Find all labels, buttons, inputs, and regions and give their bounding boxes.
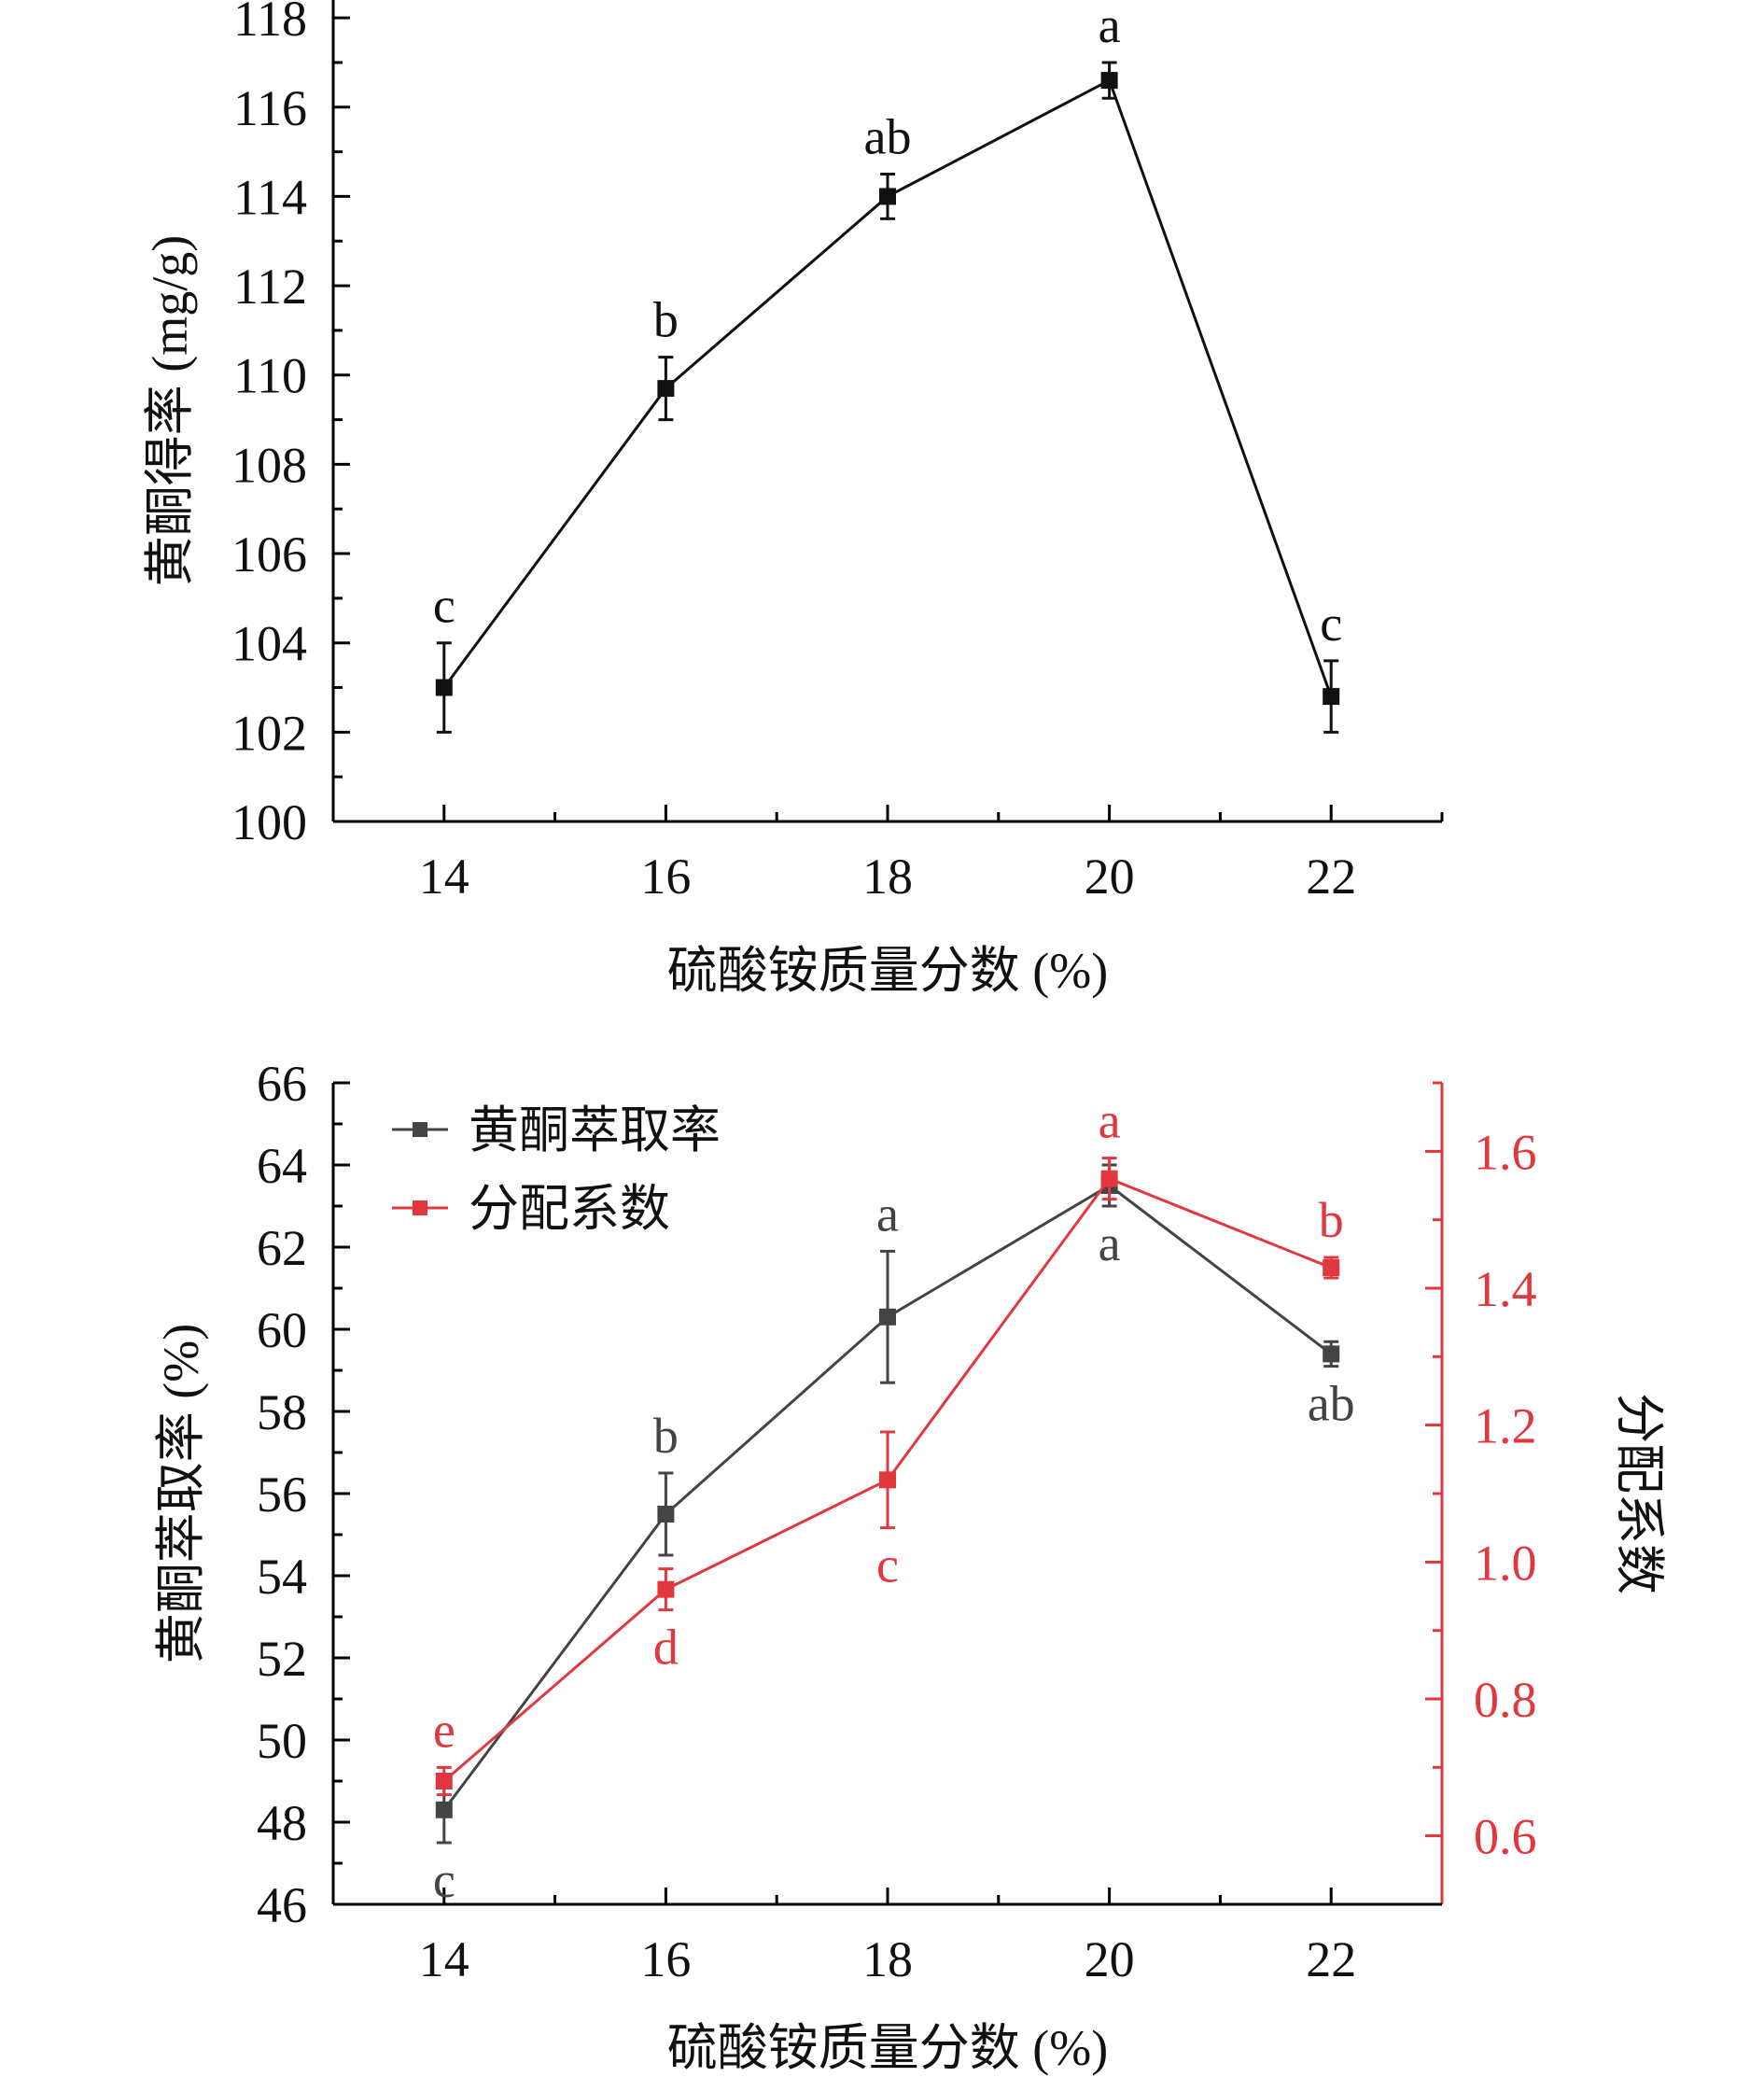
chart-top-x-tick-label: 20 (1085, 849, 1135, 905)
chart-top-series-0-point (435, 679, 453, 696)
chart-bottom-series-0-sig-label: a (876, 1186, 899, 1242)
chart-bottom-series-1-sig-label: e (433, 1702, 455, 1758)
chart-bottom-series-0-point (657, 1506, 675, 1523)
chart-bottom-series-1-point (1100, 1170, 1118, 1187)
chart-bottom-series-1-sig-label: d (653, 1620, 679, 1676)
chart-top-x-tick-label: 22 (1306, 849, 1356, 905)
chart-bottom-ticks: 14 16 18 20 22 46 48 50 52 54 56 58 60 62 64 66 0.6 0.8 1.… (257, 1056, 1537, 1987)
chart-top-x-label: 硫酸铵质量分数 (%) (667, 943, 1108, 999)
chart-bottom-y-tick-label: 66 (257, 1056, 307, 1112)
legend-item-partition: 分配系数 (392, 1181, 670, 1237)
chart-bottom-y2-tick-label: 1.0 (1474, 1535, 1537, 1591)
chart-top-x-tick-label: 16 (640, 849, 691, 905)
chart-bottom-series-1-point (657, 1580, 675, 1598)
chart-top-x-tick-label: 14 (419, 849, 469, 905)
chart-bottom-series-1-point (435, 1773, 453, 1789)
chart-bottom-x-label: 硫酸铵质量分数 (%) (667, 2020, 1108, 2076)
chart-bottom-y-tick-label: 54 (257, 1549, 307, 1605)
chart-top-y-tick-label: 104 (231, 616, 307, 672)
chart-bottom-series-0-point (879, 1308, 896, 1326)
chart-top-series-0-sig-label: b (653, 292, 679, 348)
chart-bottom-y-tick-label: 50 (257, 1713, 307, 1769)
chart-bottom-series-0-sig-label: a (1099, 1215, 1121, 1271)
chart-bottom-y2-tick-label: 1.2 (1474, 1398, 1537, 1454)
chart-top-y-tick-label: 114 (233, 169, 307, 225)
chart-top-series-0-point (1100, 72, 1118, 90)
chart-top-y-tick-label: 106 (231, 526, 307, 582)
chart-bottom-y2-tick-label: 1.6 (1474, 1124, 1537, 1180)
chart-bottom-series-1-sig-label: c (876, 1537, 899, 1593)
chart-top-x-tick-label: 18 (862, 849, 913, 905)
chart-bottom: 14 16 18 20 22 46 48 50 52 54 56 58 60 62 64 66 0.6 0.8 1.… (153, 1056, 1667, 2076)
chart-top-y-tick-label: 108 (231, 437, 307, 493)
chart-bottom-x-tick-label: 18 (862, 1931, 913, 1987)
chart-top-ticks: 14 16 18 20 22 100 102 104 106 108 110 112 114 116 118 (231, 0, 1444, 905)
legend-item-extraction: 黄酮萃取率 (392, 1102, 721, 1158)
chart-bottom-series-0-sig-label: b (653, 1408, 679, 1464)
chart-top-y-tick-label: 100 (231, 794, 307, 850)
chart-bottom-y-tick-label: 60 (257, 1302, 307, 1358)
chart-top-marks: c b ab a c (433, 0, 1342, 734)
chart-bottom-x-tick-label: 22 (1306, 1931, 1356, 1987)
chart-top-series-0-sig-label: c (1320, 596, 1342, 652)
chart-bottom-y-label: 黄酮萃取率 (%) (153, 1324, 209, 1663)
chart-bottom-y2-label: 分配系数 (1611, 1393, 1667, 1594)
chart-top-series-0-sig-label: ab (864, 109, 912, 165)
chart-bottom-series-0-sig-label: ab (1308, 1376, 1355, 1432)
chart-bottom-series-1-sig-label: a (1099, 1093, 1121, 1149)
chart-top-y-label: 黄酮得率 (mg/g) (142, 235, 198, 586)
chart-bottom-y-tick-label: 58 (257, 1384, 307, 1440)
chart-top-series-0-point (1323, 688, 1340, 706)
chart-bottom-y-tick-label: 48 (257, 1795, 307, 1851)
chart-bottom-series-0-point (435, 1801, 453, 1818)
chart-bottom-x-tick-label: 16 (640, 1931, 691, 1987)
chart-top: 14 16 18 20 22 100 102 104 106 108 110 112 114 116 118… (142, 0, 1444, 999)
chart-top-y-tick-label: 112 (233, 259, 307, 315)
legend-swatch-partition-marker (413, 1200, 427, 1215)
chart-top-y-tick-label: 110 (233, 348, 307, 404)
chart-bottom-series-1-point (879, 1471, 896, 1489)
chart-top-series-0-point (879, 188, 896, 205)
chart-bottom-y-tick-label: 56 (257, 1467, 307, 1523)
chart-bottom-y2-tick-label: 0.6 (1474, 1809, 1537, 1865)
chart-top-series-0-sig-label: a (1099, 0, 1121, 53)
chart-bottom-y2-tick-label: 1.4 (1474, 1261, 1537, 1317)
legend-label-extraction: 黄酮萃取率 (469, 1102, 721, 1158)
chart-bottom-y-tick-label: 62 (257, 1220, 307, 1276)
legend: 黄酮萃取率 分配系数 (392, 1102, 721, 1237)
chart-bottom-y2-tick-label: 0.8 (1474, 1672, 1537, 1728)
chart-bottom-x-tick-label: 20 (1085, 1931, 1135, 1987)
legend-label-partition: 分配系数 (469, 1181, 670, 1237)
chart-bottom-y-tick-label: 52 (257, 1631, 307, 1687)
chart-bottom-y-tick-label: 64 (257, 1138, 307, 1194)
chart-bottom-x-tick-label: 14 (419, 1931, 469, 1987)
chart-bottom-y-tick-label: 46 (257, 1877, 307, 1933)
chart-top-y-tick-label: 118 (233, 0, 307, 47)
chart-bottom-series-1-point (1323, 1259, 1340, 1276)
chart-top-y-tick-label: 102 (231, 705, 307, 761)
chart-bottom-series-0-point (1323, 1345, 1340, 1363)
chart-bottom-series-1-sig-label: b (1319, 1192, 1344, 1248)
legend-swatch-extraction-marker (413, 1122, 427, 1137)
chart-top-series-0-point (657, 380, 675, 398)
chart-top-y-tick-label: 116 (233, 80, 307, 136)
chart-top-series-0-sig-label: c (433, 578, 455, 634)
chart-bottom-series-0-sig-label: c (433, 1852, 455, 1908)
